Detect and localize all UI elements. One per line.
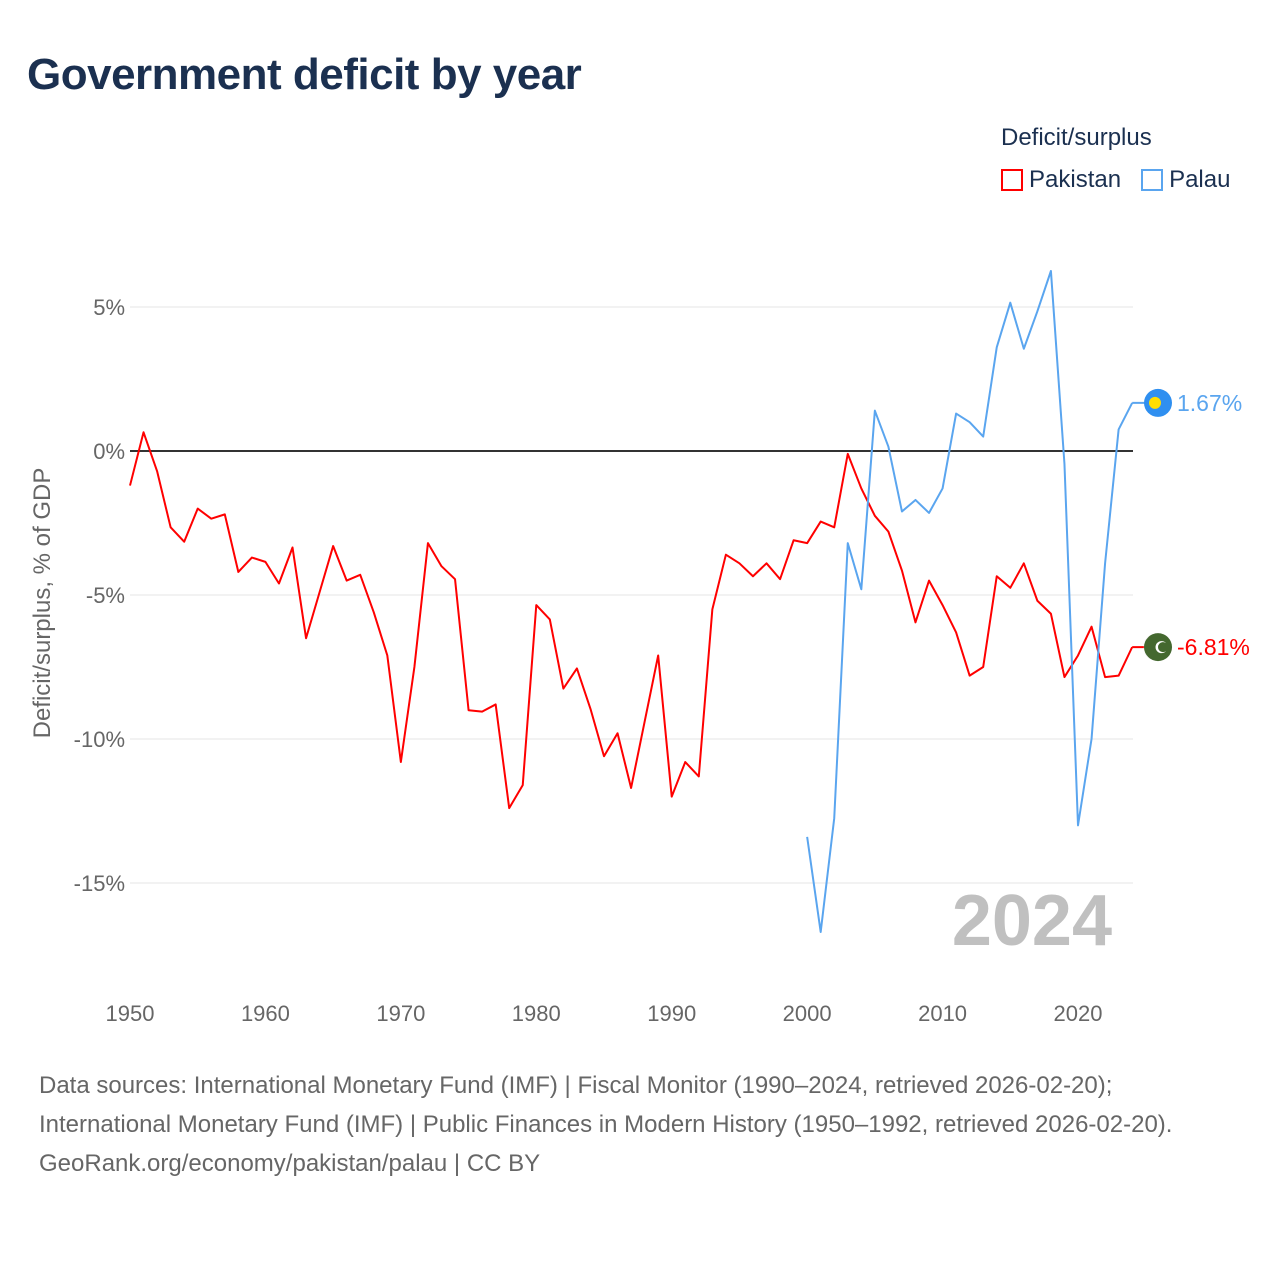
- legend-item-palau[interactable]: Palau: [1141, 166, 1230, 194]
- y-tick-label: -5%: [86, 583, 125, 608]
- y-tick-label: 0%: [93, 439, 125, 464]
- footer: Data sources: International Monetary Fun…: [39, 1066, 1239, 1183]
- palau-flag-icon: [1144, 388, 1172, 417]
- credit-link[interactable]: GeoRank.org/economy/pakistan/palau | CC …: [39, 1150, 541, 1177]
- year-watermark: 2024: [952, 881, 1112, 961]
- x-tick-label: 1960: [241, 1001, 290, 1026]
- x-tick-label: 1990: [647, 1001, 696, 1026]
- end-value-label: 1.67%: [1177, 390, 1242, 416]
- legend-item-pakistan[interactable]: Pakistan: [1001, 166, 1121, 194]
- x-tick-label: 1950: [106, 1001, 155, 1026]
- legend-swatch-palau: [1141, 169, 1164, 191]
- x-tick-label: 2020: [1054, 1001, 1103, 1026]
- series-line-pakistan: [129, 431, 1134, 810]
- x-tick-label: 1980: [512, 1001, 561, 1026]
- x-tick-label: 2010: [918, 1001, 967, 1026]
- flag-crescent: [1155, 641, 1166, 654]
- legend-title: Deficit/surplus: [1001, 124, 1152, 151]
- legend: Pakistan Palau: [1001, 166, 1230, 194]
- y-tick-label: 5%: [93, 295, 125, 320]
- data-sources: Data sources: International Monetary Fun…: [39, 1072, 1173, 1138]
- legend-swatch-pakistan: [1001, 169, 1023, 191]
- pakistan-flag-icon: [1143, 633, 1172, 662]
- chart-title: Government deficit by year: [27, 50, 582, 99]
- flag-moon: [1149, 396, 1161, 409]
- y-tick-label: -15%: [74, 871, 125, 896]
- series-line-palau: [806, 270, 1134, 933]
- x-tick-label: 1970: [376, 1001, 425, 1026]
- end-value-label: -6.81%: [1177, 634, 1250, 660]
- y-axis-label: Deficit/surplus, % of GDP: [29, 468, 56, 739]
- y-tick-label: -10%: [74, 727, 125, 752]
- legend-label: Pakistan: [1029, 166, 1122, 193]
- legend-label: Palau: [1169, 166, 1231, 193]
- x-tick-label: 2000: [783, 1001, 832, 1026]
- flag-white-band: [1143, 635, 1150, 660]
